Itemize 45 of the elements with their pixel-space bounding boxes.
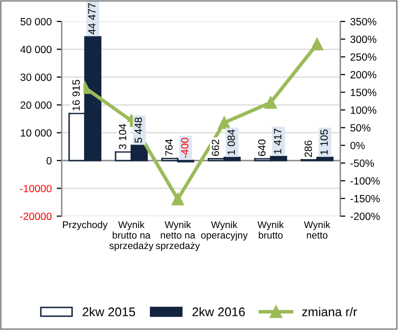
x-tick-label: Wynik brutto na sprzedaży bbox=[109, 221, 154, 252]
data-label: 1 105 bbox=[320, 130, 328, 154]
x-tick-label: Przychody bbox=[63, 221, 108, 230]
legend-label: 2kw 2016 bbox=[192, 307, 245, 316]
data-label: -400 bbox=[181, 138, 188, 158]
data-label: 16 915 bbox=[72, 80, 80, 110]
y2-tick-label: 100% bbox=[350, 106, 376, 114]
x-tick-label: Wynik netto bbox=[304, 221, 330, 239]
legend-label: zmiana r/r bbox=[302, 307, 357, 316]
y-tick-label: 10 000 bbox=[20, 129, 52, 137]
y2-tick-label: 300% bbox=[350, 36, 376, 44]
y2-tick-label: 350% bbox=[350, 18, 376, 26]
y-tick-label: 30 000 bbox=[20, 74, 52, 81]
data-label: 1 417 bbox=[274, 128, 282, 154]
data-label: 764 bbox=[165, 139, 173, 156]
x-tick-label: Wynik brutto bbox=[257, 221, 284, 239]
y-tick-label: 20 000 bbox=[20, 101, 52, 109]
y-tick-label: 40 000 bbox=[20, 46, 52, 54]
y2-tick-label: 150% bbox=[350, 88, 376, 96]
point bbox=[172, 192, 184, 206]
legend-label: 2kw 2015 bbox=[82, 307, 136, 316]
y-tick-label: -10000 bbox=[20, 184, 52, 192]
point bbox=[310, 38, 324, 50]
point bbox=[218, 116, 230, 129]
y2-tick-label: -100% bbox=[350, 177, 380, 185]
data-label: 1 084 bbox=[228, 130, 235, 154]
y2-tick-label: 250% bbox=[350, 53, 376, 61]
y2-tick-label: -200% bbox=[350, 212, 380, 220]
y2-tick-label: -50% bbox=[350, 160, 374, 167]
y2-tick-label: 200% bbox=[350, 71, 376, 78]
data-label: 3 104 bbox=[118, 124, 126, 150]
x-tick-label: Wynik netto na sprzedaży bbox=[156, 221, 200, 252]
data-label: 5 448 bbox=[134, 118, 142, 143]
y-tick-label: -20000 bbox=[20, 212, 52, 220]
data-label: 286 bbox=[304, 140, 312, 157]
y2-tick-label: -150% bbox=[350, 194, 380, 202]
data-label: 662 bbox=[212, 140, 220, 156]
data-label: 44 477 bbox=[88, 3, 96, 34]
y2-tick-label: 50% bbox=[350, 124, 370, 132]
x-tick-label: Wynik operacyjny bbox=[201, 221, 248, 241]
point bbox=[264, 96, 277, 109]
y-tick-label: 50 000 bbox=[20, 18, 52, 26]
data-label: 640 bbox=[258, 140, 266, 156]
y-tick-label: 0 bbox=[46, 157, 52, 164]
y2-tick-label: 0% bbox=[350, 142, 365, 150]
